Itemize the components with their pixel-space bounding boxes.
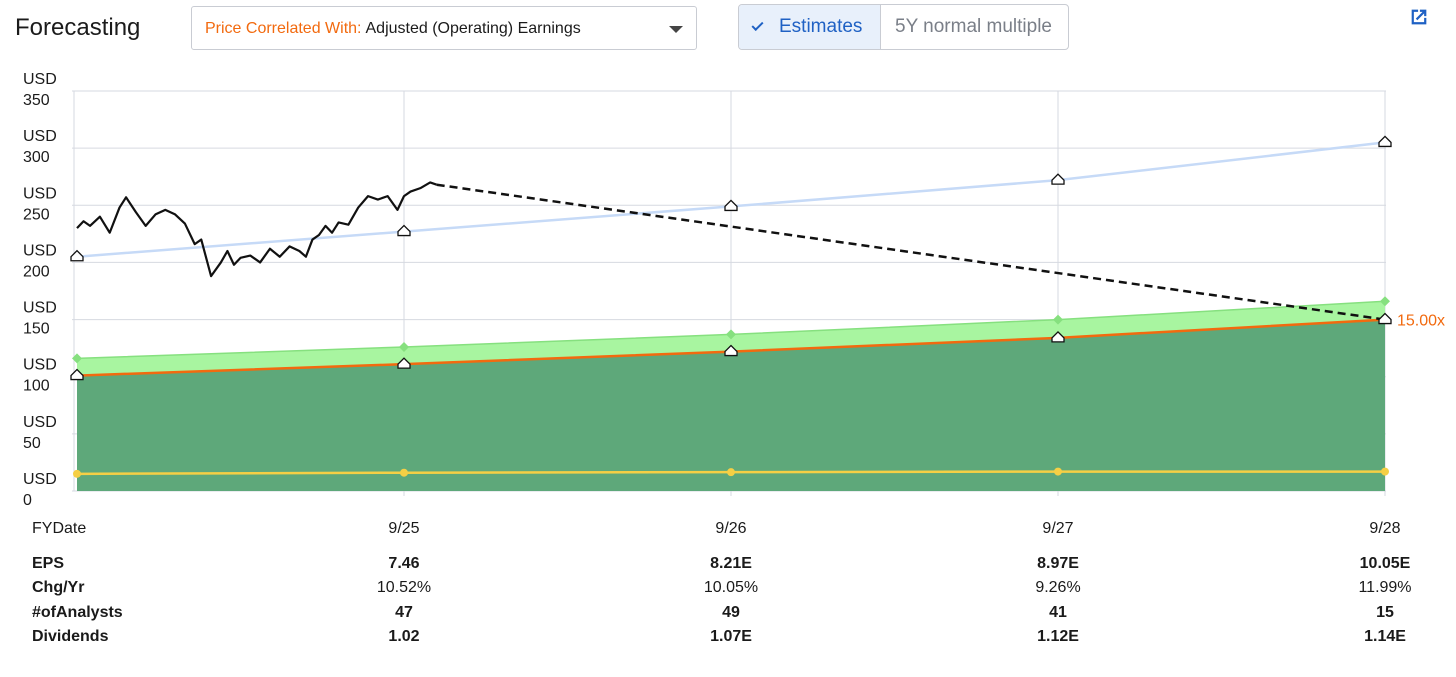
dividend-point bbox=[727, 468, 735, 477]
table-cell: 8.97E bbox=[1037, 555, 1079, 572]
earnings-point bbox=[397, 357, 411, 369]
forecast-mode-toggle: Estimates 5Y normal multiple bbox=[738, 4, 1069, 50]
table-cell: 7.46 bbox=[388, 555, 420, 572]
table-cell: 47 bbox=[395, 604, 413, 621]
table-header-cell: 9/27 bbox=[1042, 520, 1074, 537]
y-tick-label: 350 bbox=[23, 92, 50, 109]
multiple-label: 15.00x bbox=[1397, 313, 1445, 330]
table-cell: 1.14E bbox=[1364, 628, 1406, 645]
dividend-point bbox=[400, 468, 408, 477]
dividend-point bbox=[73, 469, 81, 478]
band-point bbox=[726, 329, 736, 340]
table-cell: 15 bbox=[1376, 604, 1394, 621]
page-title: Forecasting bbox=[15, 14, 141, 41]
normal-pe-point bbox=[70, 249, 84, 262]
normal-multiple-label: 5Y normal multiple bbox=[895, 16, 1053, 37]
earnings-area bbox=[77, 319, 1385, 491]
dropdown-selected-value: Adjusted (Operating) Earnings bbox=[365, 20, 581, 37]
normal-multiple-toggle-button[interactable]: 5Y normal multiple bbox=[881, 5, 1068, 49]
chevron-down-icon bbox=[669, 26, 683, 33]
table-cell: 8.21E bbox=[710, 555, 752, 572]
y-tick-label: USD bbox=[23, 185, 57, 202]
dividend-point bbox=[1054, 467, 1062, 476]
table-cell: 49 bbox=[722, 604, 740, 621]
table-header-cell: 9/26 bbox=[715, 520, 747, 537]
table-row-label: Dividends bbox=[32, 628, 109, 645]
y-tick-label: 0 bbox=[23, 492, 32, 509]
y-tick-label: 100 bbox=[23, 378, 50, 395]
earnings-point bbox=[724, 344, 738, 357]
band-point bbox=[1380, 296, 1390, 307]
chart-markers bbox=[70, 135, 1392, 478]
y-tick-label: USD bbox=[23, 414, 57, 431]
price-history-line bbox=[76, 181, 438, 278]
dividend-point bbox=[1381, 467, 1389, 476]
y-axis: USD 0 USD 50 USD 100 USD 150 USD 200 USD 250 USD 300 U… bbox=[23, 71, 57, 509]
dropdown-prefix-label: Price Correlated With: bbox=[205, 20, 362, 37]
earnings-point bbox=[70, 368, 84, 381]
table-cell: 9.26% bbox=[1035, 579, 1081, 596]
y-tick-label: 50 bbox=[23, 435, 41, 452]
y-tick-label: USD bbox=[23, 300, 57, 317]
table-row-label: #ofAnalysts bbox=[32, 604, 123, 621]
y-tick-label: USD bbox=[23, 242, 57, 259]
estimates-toggle-button[interactable]: Estimates bbox=[739, 5, 881, 49]
band-point bbox=[399, 342, 409, 352]
normal-pe-point bbox=[1051, 173, 1065, 185]
table-cell: 11.99% bbox=[1358, 579, 1412, 596]
table-header-cell: 9/28 bbox=[1369, 520, 1401, 537]
y-tick-label: USD bbox=[23, 128, 57, 145]
table-header-cell: 9/25 bbox=[388, 520, 420, 537]
y-tick-label: 150 bbox=[23, 321, 50, 338]
table-row-label: Chg/Yr bbox=[32, 579, 85, 596]
earnings-point bbox=[1378, 312, 1392, 325]
table-cell: 1.07E bbox=[710, 628, 752, 645]
band-point bbox=[72, 353, 82, 364]
y-tick-label: USD bbox=[23, 471, 57, 488]
table-header-label: FYDate bbox=[32, 520, 87, 537]
table-cell: 10.52% bbox=[376, 579, 432, 596]
table-cell: 10.05% bbox=[703, 579, 759, 596]
y-tick-label: USD bbox=[23, 71, 57, 88]
price-correlation-dropdown[interactable]: Price Correlated With: Adjusted (Operatin… bbox=[191, 6, 697, 50]
normal-pe-point bbox=[1378, 135, 1392, 148]
table-cell: 1.12E bbox=[1037, 628, 1079, 645]
table-row-label: EPS bbox=[32, 555, 65, 572]
normal-pe-point bbox=[724, 199, 738, 212]
band-point bbox=[1053, 314, 1063, 325]
table-cell: 1.02 bbox=[388, 628, 420, 645]
y-tick-label: 300 bbox=[23, 149, 50, 166]
estimates-label: Estimates bbox=[779, 16, 863, 37]
y-tick-label: 250 bbox=[23, 206, 50, 223]
forecast-chart: USD 0 USD 50 USD 100 USD 150 USD 200 USD 250 USD 300 U… bbox=[23, 71, 1445, 509]
earnings-point bbox=[1051, 330, 1065, 343]
external-link-icon[interactable] bbox=[1408, 6, 1430, 28]
table-cell: 41 bbox=[1049, 604, 1067, 621]
price-projection-line bbox=[436, 183, 1386, 321]
normal-pe-point bbox=[397, 224, 411, 237]
y-tick-label: USD bbox=[23, 357, 57, 374]
table-cell: 10.05E bbox=[1359, 555, 1411, 572]
y-tick-label: 200 bbox=[23, 263, 50, 280]
